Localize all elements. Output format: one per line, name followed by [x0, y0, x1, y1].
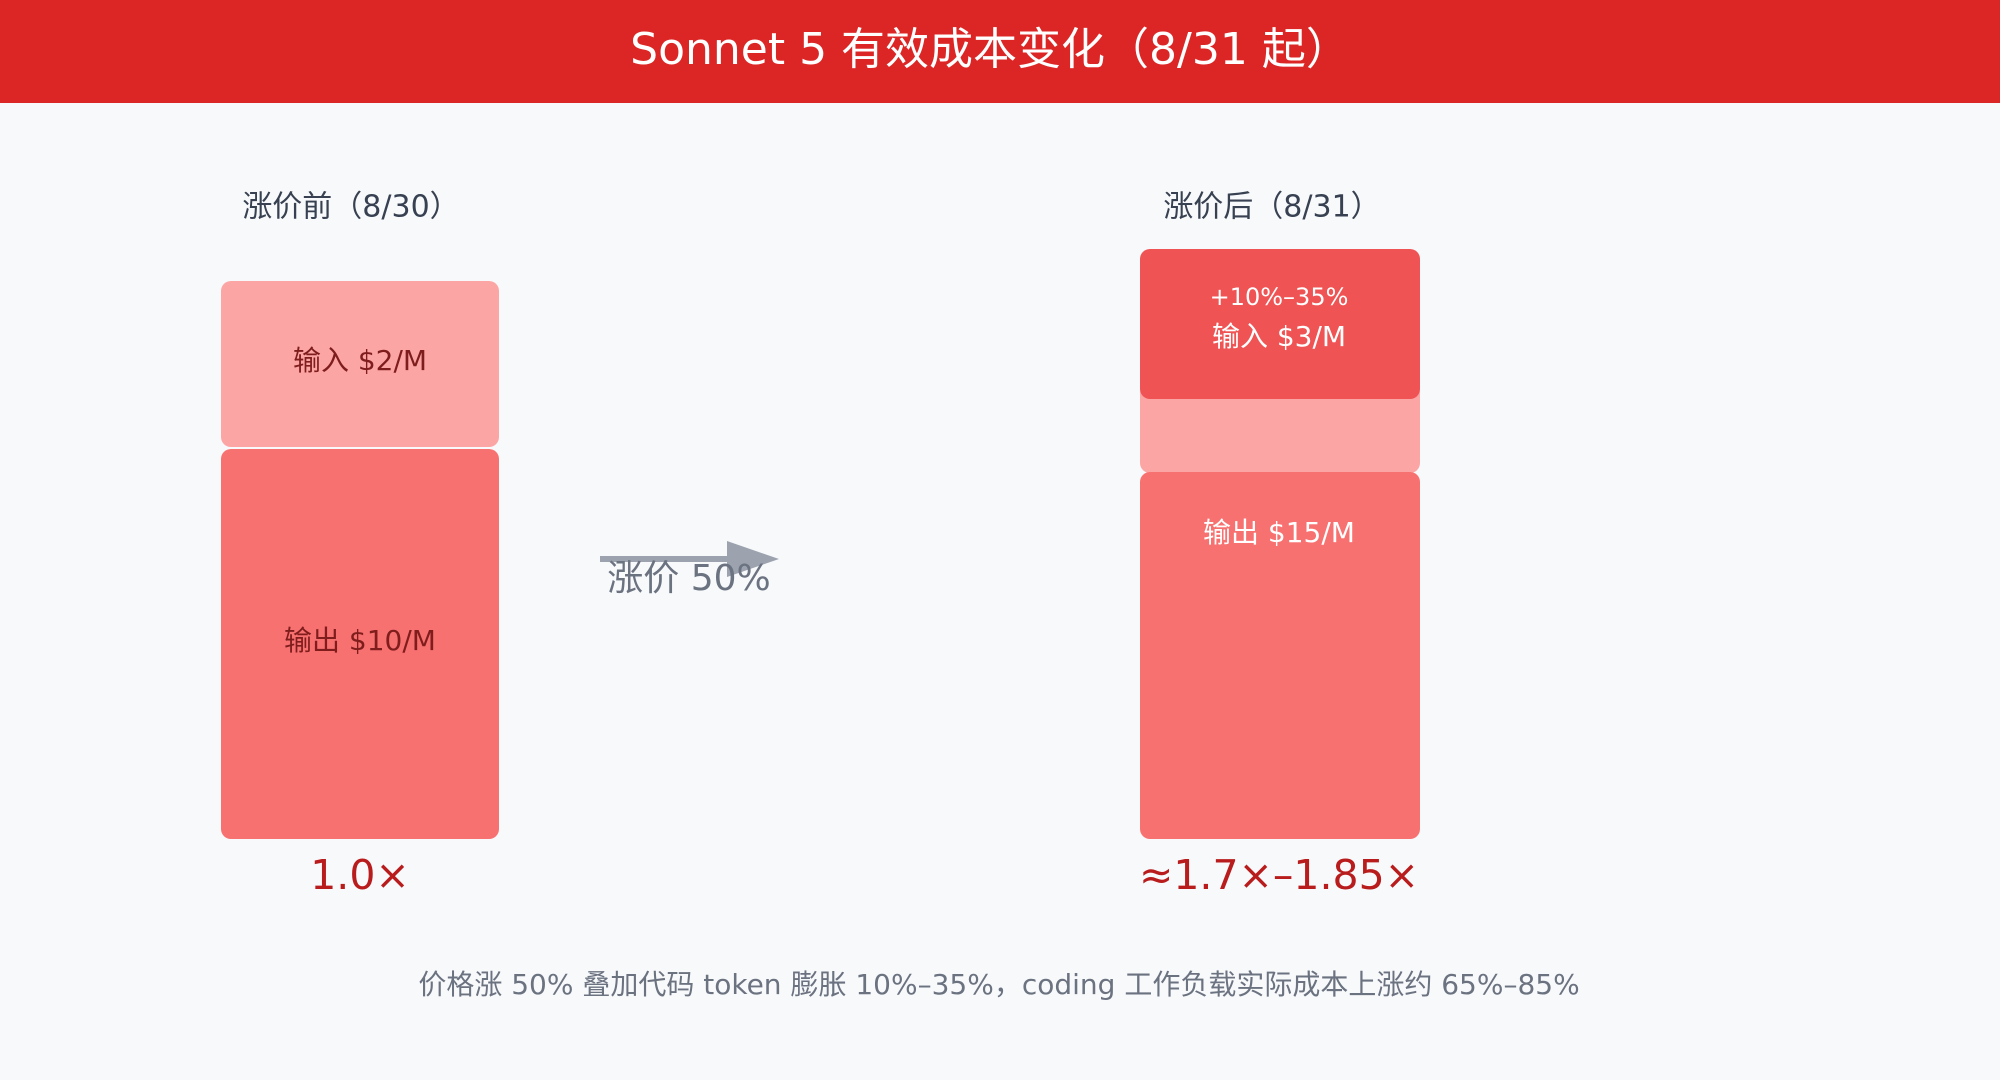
before-output: 输出 $10/M [284, 624, 436, 657]
before-output-block [221, 449, 499, 839]
before-input-block [221, 281, 499, 447]
after-input-block [1140, 249, 1420, 399]
after-multiplier: ≈1.7×–1.85× [1139, 851, 1419, 899]
after-label: 涨价后（8/31） [1163, 190, 1380, 225]
inflation: +10%–35% [1210, 283, 1349, 311]
footer-note: 价格涨 50% 叠加代码 token 膨胀 10%–35%，coding 工作负… [418, 968, 1579, 1001]
arrow-label: 涨价 50% [607, 558, 770, 599]
header-bar [0, 0, 2000, 103]
before-multiplier: 1.0× [310, 851, 410, 899]
inflation-block [1140, 383, 1420, 473]
after-output: 输出 $15/M [1203, 516, 1355, 549]
before-label: 涨价前（8/30） [242, 190, 459, 225]
after-input: 输入 $3/M [1212, 320, 1346, 353]
before-input: 输入 $2/M [293, 344, 427, 377]
after-output-block [1140, 472, 1420, 839]
arrow-head [727, 541, 779, 577]
title: Sonnet 5 有效成本变化（8/31 起） [630, 24, 1350, 75]
